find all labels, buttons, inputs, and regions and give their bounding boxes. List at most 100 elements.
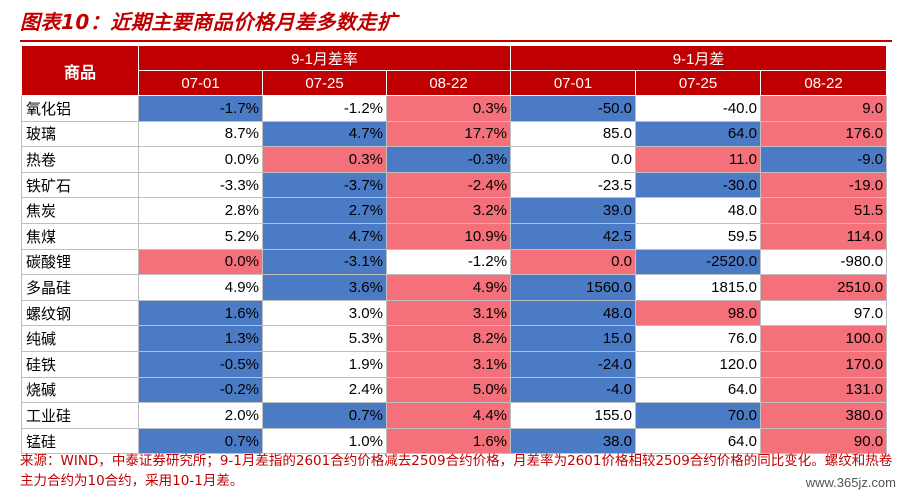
- spread-rate-cell: -1.7%: [138, 95, 263, 122]
- commodity-spread-table: 商品 9-1月差率 9-1月差 07-01 07-25 08-22 07-01 …: [21, 45, 888, 455]
- spread-rate-cell: -3.7%: [262, 171, 387, 199]
- header-rate-date-1: 07-01: [138, 70, 263, 96]
- spread-diff-cell: -30.0: [635, 171, 762, 199]
- spread-diff-cell: 38.0: [510, 427, 637, 455]
- table-row: 碳酸锂 0.0% -3.1% -1.2% 0.0 -2520.0 -980.0: [21, 248, 888, 276]
- commodity-name: 焦炭: [21, 197, 139, 224]
- header-diff-date-2: 07-25: [635, 70, 762, 96]
- spread-diff-cell: 76.0: [635, 325, 762, 352]
- spread-rate-cell: 0.0%: [138, 248, 263, 276]
- spread-rate-cell: 0.7%: [262, 402, 387, 429]
- spread-rate-cell: -0.2%: [138, 376, 263, 404]
- spread-diff-cell: -24.0: [510, 350, 637, 378]
- spread-diff-cell: -2520.0: [635, 248, 762, 276]
- spread-diff-cell: -23.5: [510, 171, 637, 199]
- spread-diff-cell: 0.0: [510, 146, 637, 173]
- spread-diff-cell: 2510.0: [760, 274, 888, 301]
- header-row-dates: 07-01 07-25 08-22 07-01 07-25 08-22: [22, 70, 888, 96]
- header-group-rate: 9-1月差率: [137, 45, 512, 71]
- spread-diff-cell: -50.0: [510, 95, 637, 122]
- spread-diff-cell: -19.0: [760, 171, 888, 199]
- commodity-name: 玻璃: [21, 120, 139, 148]
- header-rate-date-2: 07-25: [262, 70, 387, 96]
- commodity-name: 螺纹钢: [21, 299, 139, 327]
- spread-diff-cell: 100.0: [760, 325, 888, 352]
- spread-rate-cell: -1.2%: [262, 95, 387, 122]
- spread-rate-cell: 0.7%: [138, 427, 263, 455]
- spread-diff-cell: 64.0: [635, 427, 762, 455]
- spread-rate-cell: 4.4%: [385, 402, 512, 429]
- commodity-name: 工业硅: [21, 402, 139, 429]
- spread-diff-cell: 176.0: [760, 120, 888, 148]
- spread-diff-cell: 97.0: [760, 299, 888, 327]
- spread-rate-cell: 0.0%: [138, 146, 263, 173]
- header-diff-date-1: 07-01: [510, 70, 637, 96]
- spread-rate-cell: 3.0%: [262, 299, 387, 327]
- header-row-groups: 商品 9-1月差率 9-1月差: [21, 45, 888, 96]
- commodity-name: 铁矿石: [21, 171, 139, 199]
- spread-rate-cell: 3.1%: [385, 299, 512, 327]
- table-body: 氧化铝 -1.7% -1.2% 0.3% -50.0 -40.0 9.0 玻璃 8.7% 4.7%…: [21, 95, 888, 455]
- spread-rate-cell: 10.9%: [385, 222, 512, 250]
- table-row: 工业硅 2.0% 0.7% 4.4% 155.0 70.0 380.0: [21, 402, 888, 429]
- table-row: 铁矿石 -3.3% -3.7% -2.4% -23.5 -30.0 -19.0: [21, 171, 888, 199]
- spread-diff-cell: 48.0: [510, 299, 637, 327]
- table-row: 氧化铝 -1.7% -1.2% 0.3% -50.0 -40.0 9.0: [21, 95, 888, 122]
- spread-diff-cell: 42.5: [510, 222, 637, 250]
- spread-diff-cell: 15.0: [510, 325, 637, 352]
- spread-rate-cell: 2.0%: [138, 402, 263, 429]
- spread-rate-cell: 17.7%: [385, 120, 512, 148]
- header-commodity: 商品: [21, 45, 139, 96]
- spread-rate-cell: 0.3%: [262, 146, 387, 173]
- table-row: 锰硅 0.7% 1.0% 1.6% 38.0 64.0 90.0: [21, 427, 888, 455]
- spread-diff-cell: 64.0: [635, 376, 762, 404]
- spread-rate-cell: 1.3%: [138, 325, 263, 352]
- commodity-name: 氧化铝: [21, 95, 139, 122]
- table-row: 烧碱 -0.2% 2.4% 5.0% -4.0 64.0 131.0: [21, 376, 888, 404]
- spread-rate-cell: 1.9%: [262, 350, 387, 378]
- spread-rate-cell: 1.6%: [385, 427, 512, 455]
- spread-rate-cell: 2.7%: [262, 197, 387, 224]
- table-row: 多晶硅 4.9% 3.6% 4.9% 1560.0 1815.0 2510.0: [21, 274, 888, 301]
- spread-diff-cell: 51.5: [760, 197, 888, 224]
- spread-rate-cell: 5.3%: [262, 325, 387, 352]
- commodity-name: 热卷: [21, 146, 139, 173]
- commodity-name: 焦煤: [21, 222, 139, 250]
- spread-diff-cell: 11.0: [635, 146, 762, 173]
- table-row: 纯碱 1.3% 5.3% 8.2% 15.0 76.0 100.0: [21, 325, 888, 352]
- spread-diff-cell: -4.0: [510, 376, 637, 404]
- spread-rate-cell: 1.6%: [138, 299, 263, 327]
- spread-rate-cell: 5.0%: [385, 376, 512, 404]
- spread-diff-cell: 1815.0: [635, 274, 762, 301]
- spread-rate-cell: 5.2%: [138, 222, 263, 250]
- spread-rate-cell: 4.7%: [262, 120, 387, 148]
- spread-diff-cell: -980.0: [760, 248, 888, 276]
- spread-rate-cell: 4.9%: [385, 274, 512, 301]
- spread-diff-cell: 70.0: [635, 402, 762, 429]
- spread-rate-cell: 4.9%: [138, 274, 263, 301]
- spread-rate-cell: 3.6%: [262, 274, 387, 301]
- spread-rate-cell: -3.3%: [138, 171, 263, 199]
- header-group-diff: 9-1月差: [510, 45, 888, 71]
- spread-diff-cell: 1560.0: [510, 274, 637, 301]
- spread-rate-cell: 3.2%: [385, 197, 512, 224]
- spread-rate-cell: -1.2%: [385, 248, 512, 276]
- spread-diff-cell: -9.0: [760, 146, 888, 173]
- table-row: 焦煤 5.2% 4.7% 10.9% 42.5 59.5 114.0: [21, 222, 888, 250]
- commodity-name: 烧碱: [21, 376, 139, 404]
- table-row: 硅铁 -0.5% 1.9% 3.1% -24.0 120.0 170.0: [21, 350, 888, 378]
- spread-diff-cell: 380.0: [760, 402, 888, 429]
- table-row: 玻璃 8.7% 4.7% 17.7% 85.0 64.0 176.0: [21, 120, 888, 148]
- spread-diff-cell: 114.0: [760, 222, 888, 250]
- spread-rate-cell: 2.4%: [262, 376, 387, 404]
- title-divider: [20, 40, 892, 42]
- spread-diff-cell: 90.0: [760, 427, 888, 455]
- spread-rate-cell: 1.0%: [262, 427, 387, 455]
- spread-diff-cell: 98.0: [635, 299, 762, 327]
- spread-diff-cell: 131.0: [760, 376, 888, 404]
- spread-diff-cell: 120.0: [635, 350, 762, 378]
- spread-diff-cell: 170.0: [760, 350, 888, 378]
- table-row: 螺纹钢 1.6% 3.0% 3.1% 48.0 98.0 97.0: [21, 299, 888, 327]
- spread-diff-cell: 39.0: [510, 197, 637, 224]
- spread-rate-cell: 0.3%: [385, 95, 512, 122]
